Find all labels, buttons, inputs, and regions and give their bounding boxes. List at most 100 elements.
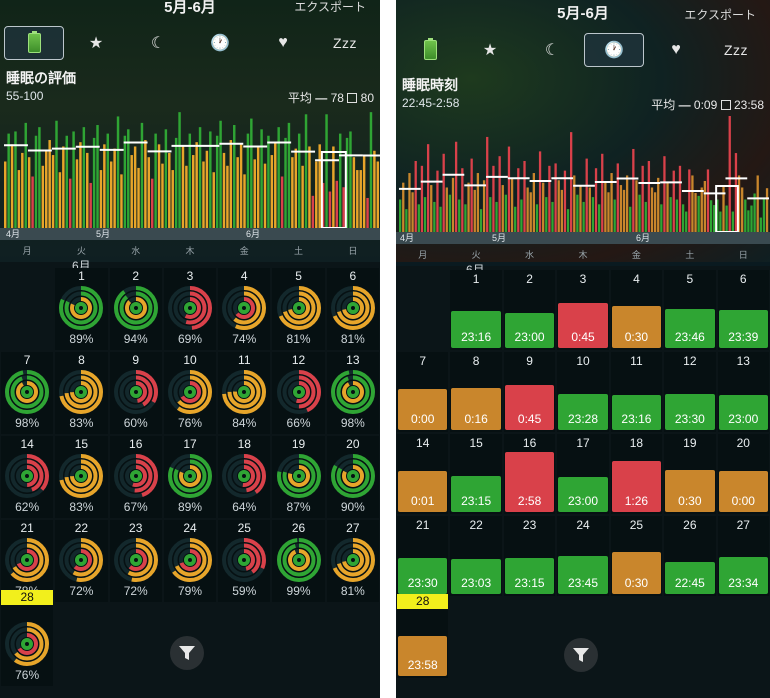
day-cell[interactable]: 17 23:00 [557, 434, 609, 514]
day-number: 25 [237, 521, 251, 535]
score-bar [103, 144, 106, 228]
day-cell[interactable]: 23 72% [109, 520, 162, 602]
bedtime-bar-chart[interactable] [396, 110, 770, 232]
day-cell[interactable]: 15 83% [55, 436, 108, 518]
day-cell[interactable]: 27 23:34 [717, 516, 769, 596]
day-cell[interactable]: 25 0:30 [610, 516, 663, 596]
day-cell[interactable]: 4 74% [218, 268, 271, 350]
tab-heart[interactable]: ♥ [257, 26, 309, 60]
day-cell[interactable]: 12 23:30 [664, 352, 716, 432]
ring-arc [292, 554, 305, 566]
filter-button[interactable] [564, 638, 598, 672]
day-cell[interactable]: 6 23:39 [717, 270, 769, 350]
day-cell[interactable]: 13 98% [326, 352, 379, 434]
score-bar [116, 116, 120, 228]
day-cell[interactable]: 1 23:16 [450, 270, 502, 350]
day-cell[interactable]: 2 23:00 [503, 270, 556, 350]
ring-arc [129, 470, 142, 482]
ring-arc [330, 538, 375, 582]
bedtime-bar [482, 180, 486, 232]
ring-arc [173, 375, 207, 409]
day-number: 5 [686, 272, 694, 286]
day-cell[interactable]: 20 90% [326, 436, 379, 518]
day-cell[interactable]: 16 2:58 [503, 434, 556, 514]
day-cell[interactable]: 12 66% [272, 352, 325, 434]
day-cell[interactable]: 8 0:16 [450, 352, 502, 432]
day-cell[interactable]: 19 87% [272, 436, 325, 518]
filter-button[interactable] [170, 636, 204, 670]
day-cell[interactable]: 8 83% [55, 352, 108, 434]
score-ring [222, 454, 267, 498]
day-cell[interactable]: 11 84% [218, 352, 271, 434]
day-number: 20 [736, 436, 750, 450]
day-cell[interactable]: 15 23:15 [450, 434, 502, 514]
day-cell[interactable]: 26 22:45 [664, 516, 716, 596]
day-cell[interactable]: 14 0:01 [397, 434, 449, 514]
day-cell[interactable]: 7 0:00 [397, 352, 449, 432]
score-bar [157, 144, 161, 228]
day-cell[interactable]: 10 23:28 [557, 352, 609, 432]
day-cell[interactable]: 14 62% [1, 436, 54, 518]
ring-arc [119, 375, 153, 409]
day-cell[interactable]: 9 60% [109, 352, 162, 434]
tab-zzz[interactable]: Zzz [710, 33, 762, 67]
ring-arc [21, 386, 34, 398]
day-cell[interactable]: 4 0:30 [610, 270, 663, 350]
day-cell[interactable]: 27 81% [326, 520, 379, 602]
day-cell[interactable]: 28 23:58 [397, 594, 449, 678]
tab-moon[interactable]: ☾ [132, 26, 184, 60]
score-bar-chart[interactable] [0, 104, 380, 228]
ring-arc [184, 386, 196, 398]
bedtime-bar [476, 173, 480, 232]
tab-star[interactable]: ★ [70, 26, 122, 60]
tab-clock[interactable]: 🕐 [194, 26, 246, 60]
tab-star[interactable]: ★ [464, 33, 516, 67]
day-score-percent: 90% [340, 500, 365, 514]
export-button[interactable]: エクスポート [294, 0, 366, 14]
day-cell[interactable]: 19 0:30 [664, 434, 716, 514]
bedtime-bar [538, 151, 542, 232]
day-cell[interactable]: 3 69% [163, 268, 217, 350]
day-cell[interactable]: 11 23:16 [610, 352, 663, 432]
day-cell[interactable]: 10 76% [163, 352, 217, 434]
day-cell[interactable]: 20 0:00 [717, 434, 769, 514]
day-cell[interactable]: 23 23:15 [503, 516, 556, 596]
day-cell[interactable]: 5 23:46 [664, 270, 716, 350]
day-cell[interactable]: 22 72% [55, 520, 108, 602]
day-cell[interactable]: 18 64% [218, 436, 271, 518]
day-cell[interactable]: 17 89% [163, 436, 217, 518]
bedtime-bar [747, 210, 750, 232]
tab-moon[interactable]: ☾ [526, 33, 578, 67]
score-ring [330, 370, 375, 414]
day-cell[interactable]: 24 23:45 [557, 516, 609, 596]
day-cell[interactable]: 5 81% [272, 268, 325, 350]
day-cell[interactable]: 3 0:45 [557, 270, 609, 350]
filter-funnel-icon [179, 646, 195, 660]
ring-arc [64, 375, 98, 409]
day-cell[interactable]: 16 67% [109, 436, 162, 518]
tab-zzz[interactable]: Zzz [319, 26, 371, 60]
day-cell[interactable]: 18 1:26 [610, 434, 663, 514]
bedtime-bar [725, 205, 728, 232]
bedtime-block: 23:00 [558, 477, 608, 512]
tab-battery[interactable] [404, 33, 456, 67]
day-cell[interactable]: 7 98% [1, 352, 54, 434]
tab-battery[interactable] [4, 26, 64, 60]
day-cell[interactable]: 25 59% [218, 520, 271, 602]
day-cell[interactable]: 22 23:03 [450, 516, 502, 596]
day-cell[interactable]: 26 99% [272, 520, 325, 602]
day-cell[interactable]: 1 89% [55, 268, 108, 350]
bedtime-bar [731, 211, 734, 232]
day-cell[interactable]: 21 23:30 [397, 516, 449, 596]
day-cell[interactable]: 9 0:45 [503, 352, 556, 432]
day-cell[interactable]: 24 79% [163, 520, 217, 602]
day-cell[interactable]: 13 23:00 [717, 352, 769, 432]
score-bar [219, 120, 222, 228]
day-cell[interactable]: 28 76% [1, 590, 54, 686]
export-button[interactable]: エクスポート [684, 8, 756, 22]
tab-heart[interactable]: ♥ [650, 33, 702, 67]
tab-clock[interactable]: 🕐 [584, 33, 644, 67]
weekday-sun: 日 [348, 246, 358, 256]
day-cell[interactable]: 6 81% [326, 268, 379, 350]
day-cell[interactable]: 2 94% [109, 268, 162, 350]
